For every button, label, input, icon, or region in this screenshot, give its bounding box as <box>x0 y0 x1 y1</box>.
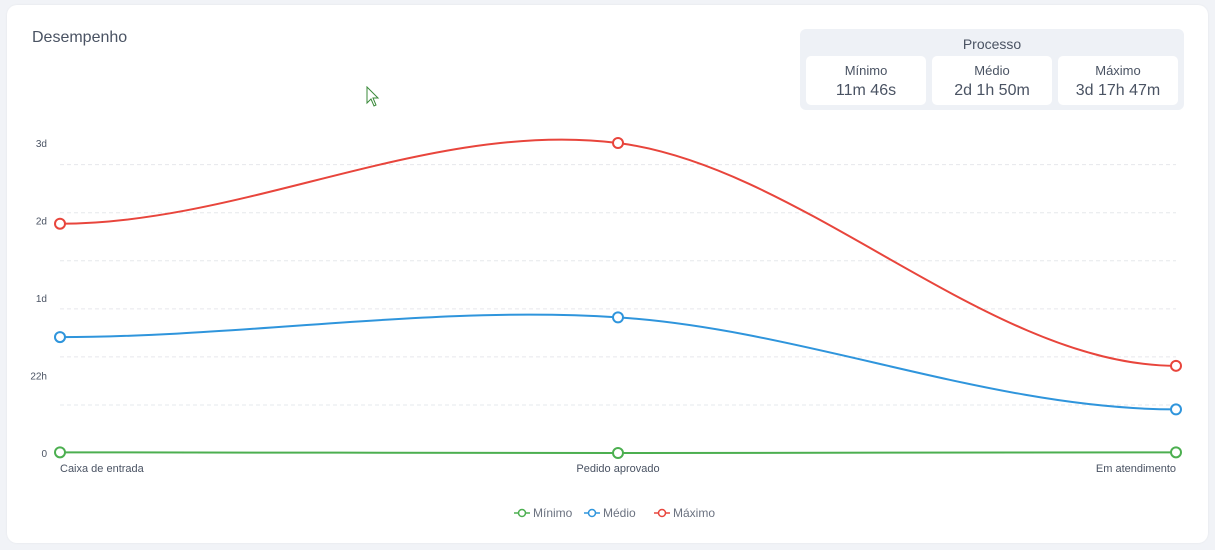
series-line-2 <box>59 138 1177 367</box>
y-tick-label: 3d <box>36 139 47 150</box>
summary-max-label: Máximo <box>1095 63 1141 78</box>
panel-title: Desempenho <box>32 29 128 46</box>
x-tick-label: Pedido aprovado <box>576 463 659 475</box>
x-tick-label: Em atendimento <box>1096 463 1176 475</box>
data-point <box>612 311 624 324</box>
summary-min-value: 11m 46s <box>835 82 897 99</box>
legend-marker <box>657 508 667 518</box>
process-summary: Processo Mínimo 11m 46s Médio 2d 1h 50m … <box>800 29 1184 110</box>
summary-avg-value: 2d 1h 50m <box>954 82 1030 99</box>
legend-marker <box>517 508 527 518</box>
data-point <box>1170 446 1182 459</box>
legend-label: Médio <box>603 506 636 520</box>
summary-heading: Processo <box>962 36 1022 52</box>
x-tick-label: Caixa de entrada <box>60 463 145 475</box>
summary-min: Mínimo 11m 46s <box>806 56 926 105</box>
legend-label: Máximo <box>673 506 715 520</box>
summary-avg-label: Médio <box>974 63 1010 78</box>
data-point <box>612 137 624 149</box>
summary-max-value: 3d 17h 47m <box>1075 82 1161 99</box>
series-line-1 <box>59 313 1177 411</box>
summary-min-label: Mínimo <box>844 63 888 78</box>
data-point <box>54 331 66 344</box>
legend-label: Mínimo <box>533 506 573 520</box>
data-point <box>612 447 624 459</box>
mouse-pointer-icon <box>366 86 380 107</box>
data-point <box>54 217 66 230</box>
legend-marker <box>587 508 597 518</box>
data-point <box>1170 359 1182 372</box>
y-tick-label: 1d <box>36 294 47 305</box>
summary-avg: Médio 2d 1h 50m <box>932 56 1052 105</box>
y-tick-label: 0 <box>41 449 47 460</box>
data-point <box>54 446 66 459</box>
y-tick-label: 2d <box>36 217 47 228</box>
y-tick-label: 22h <box>30 372 47 383</box>
summary-max: Máximo 3d 17h 47m <box>1058 56 1178 105</box>
data-point <box>1170 403 1182 416</box>
